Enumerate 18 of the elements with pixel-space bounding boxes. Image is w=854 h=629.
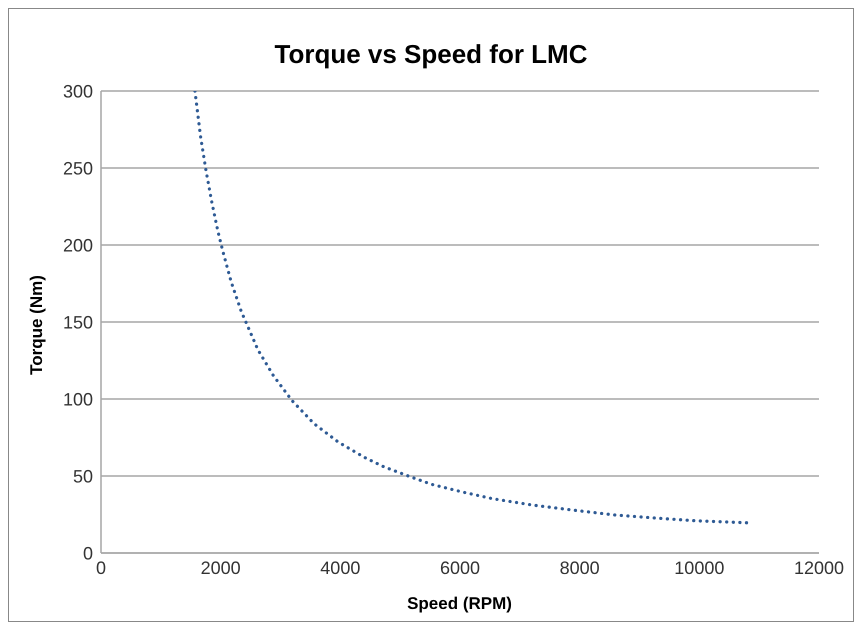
x-tick-label: 8000 xyxy=(560,558,600,578)
x-tick-label: 12000 xyxy=(794,558,844,578)
x-tick-label: 0 xyxy=(96,558,106,578)
y-tick-label: 100 xyxy=(62,389,93,410)
x-tick-label: 4000 xyxy=(320,558,360,578)
y-tick-label: 150 xyxy=(62,312,93,332)
x-tick-label: 2000 xyxy=(200,558,241,578)
y-tick-label: 50 xyxy=(72,466,93,486)
x-axis-title: Speed (RPM) xyxy=(406,594,513,614)
x-tick-label: 6000 xyxy=(440,558,480,578)
x-tick-label: 10000 xyxy=(674,558,724,578)
y-tick-label: 250 xyxy=(62,158,93,178)
y-tick-label: 200 xyxy=(62,235,93,256)
y-tick-label: 300 xyxy=(62,81,93,102)
chart-title: Torque vs Speed for LMC xyxy=(274,39,588,70)
y-axis-title: Torque (Nm) xyxy=(27,275,47,375)
y-tick-label: 0 xyxy=(82,543,93,564)
line-series xyxy=(193,91,750,524)
